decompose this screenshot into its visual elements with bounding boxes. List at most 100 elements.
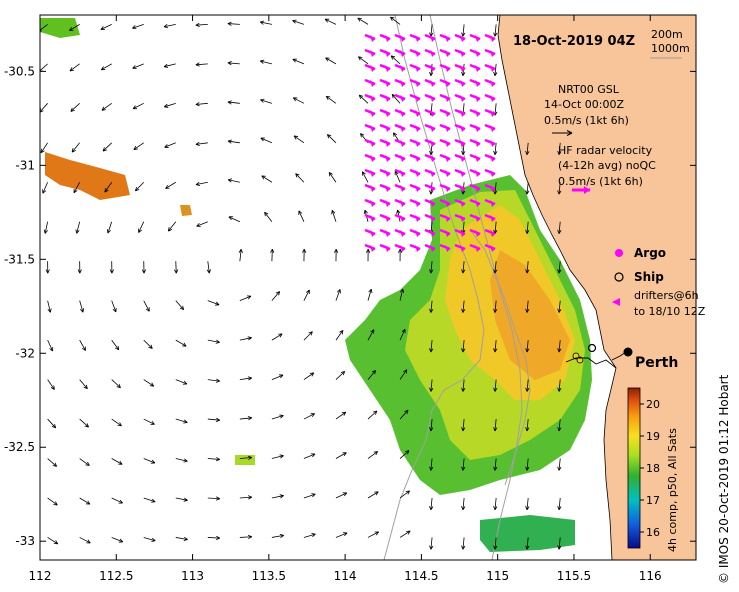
gsl-arrow [525, 300, 530, 313]
gsl-arrow [394, 170, 401, 183]
gsl-arrow [461, 261, 466, 274]
hf-arrow [364, 168, 376, 177]
gsl-arrow [133, 142, 144, 150]
hf-arrow [424, 243, 436, 252]
hf-arrow [394, 153, 406, 162]
gsl-arrow [525, 419, 530, 432]
sst-patch [235, 455, 255, 465]
gsl-arrow [292, 58, 305, 65]
gsl-arrow [106, 221, 113, 234]
gsl-arrow [207, 496, 220, 501]
gsl-arrow [461, 497, 466, 511]
gsl-arrow [47, 418, 57, 429]
hf-arrow [439, 213, 451, 222]
gsl-arrow [239, 336, 252, 341]
ship-legend-marker [614, 272, 624, 282]
gsl-arrow [47, 379, 55, 390]
hf-arrow [439, 168, 451, 177]
hf-arrow [469, 108, 481, 117]
gsl-arrow [557, 458, 562, 471]
gsl-arrow [399, 328, 406, 341]
gsl-arrow [292, 19, 305, 25]
x-tick-label: 113 [181, 569, 204, 583]
legend-gsl-title: NRT00 GSL [558, 83, 620, 96]
gsl-arrow [367, 451, 379, 459]
gsl-arrow [398, 249, 403, 262]
legend-hf-title: HF radar velocity [558, 144, 653, 157]
isobath-inner [469, 229, 531, 486]
hf-radar-arrows [364, 33, 496, 252]
hf-arrow [439, 33, 451, 42]
gsl-arrow [525, 221, 530, 234]
hf-arrow [424, 153, 436, 162]
hf-arrow [439, 63, 451, 72]
hf-arrow [469, 243, 481, 252]
gsl-arrow [461, 458, 466, 471]
river-line [565, 357, 617, 369]
gsl-arrow [175, 418, 188, 424]
gsl-arrow [238, 249, 243, 262]
gsl-arrow [493, 182, 498, 195]
hf-arrow [484, 138, 496, 147]
hf-arrow [454, 243, 466, 252]
x-tick-label: 116 [639, 569, 662, 583]
gsl-arrow [196, 221, 208, 227]
colorbar-label: 4h comp, p50, All Sats [666, 428, 679, 552]
gsl-arrow [493, 419, 498, 432]
gsl-arrow [77, 261, 82, 274]
city-label-perth: Perth [635, 355, 678, 371]
gsl-arrow [557, 340, 562, 353]
hf-arrow [469, 93, 481, 102]
hf-arrow [484, 153, 496, 162]
hf-arrow [364, 213, 376, 222]
hf-arrow [454, 138, 466, 147]
gsl-arrow [227, 139, 240, 144]
gsl-arrow [47, 537, 59, 545]
gsl-arrow [331, 210, 337, 222]
gsl-arrow [557, 537, 562, 550]
gsl-arrow [207, 339, 220, 344]
hf-arrow [454, 48, 466, 57]
gsl-arrow [461, 300, 466, 313]
gsl-arrow [525, 458, 530, 471]
gsl-arrow [399, 530, 411, 538]
hf-arrow [484, 48, 496, 57]
gsl-arrow [303, 331, 313, 341]
legend-gsl-arrow [552, 130, 573, 136]
hf-arrow [379, 138, 391, 147]
gsl-arrow [143, 497, 156, 503]
gsl-arrow [399, 288, 405, 301]
gsl-arrow [164, 102, 176, 108]
gsl-arrow [40, 24, 48, 32]
hf-arrow [439, 108, 451, 117]
gsl-arrow [143, 379, 155, 387]
y-tick-label: -32 [15, 346, 35, 360]
gsl-arrow [163, 63, 176, 68]
hf-arrow [469, 123, 481, 132]
hf-arrow [394, 48, 406, 57]
hf-arrow [454, 228, 466, 237]
hf-arrow [484, 108, 496, 117]
hf-arrow [439, 93, 451, 102]
hf-arrow [469, 183, 481, 192]
gsl-arrow [143, 300, 150, 312]
ship-marker [576, 356, 584, 364]
hf-arrow [379, 108, 391, 117]
hf-arrow [484, 78, 496, 87]
gsl-arrow [271, 414, 284, 420]
gsl-arrow [367, 410, 378, 420]
hf-arrow [469, 78, 481, 87]
gsl-arrow [461, 340, 466, 353]
hf-arrow [379, 63, 391, 72]
hf-arrow [379, 123, 391, 132]
gsl-arrow [195, 181, 208, 186]
gsl-arrow [271, 333, 283, 341]
hf-arrow [424, 48, 436, 57]
hf-arrow [394, 108, 406, 117]
gsl-arrow [175, 536, 188, 541]
hf-arrow [469, 138, 481, 147]
hf-arrow [379, 33, 391, 42]
gsl-arrow [557, 182, 562, 195]
gsl-arrow [111, 418, 122, 427]
hf-arrow [409, 243, 421, 252]
